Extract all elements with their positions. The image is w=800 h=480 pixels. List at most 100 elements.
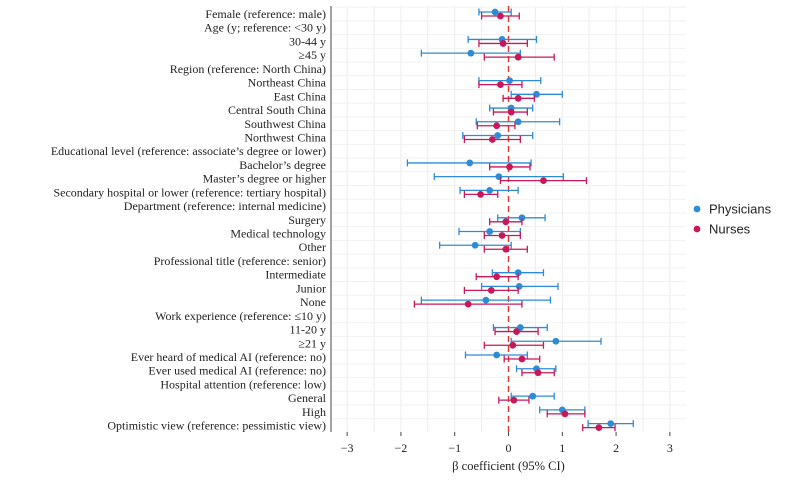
nurses-estimate-row	[494, 328, 539, 336]
nurses-point-estimate	[499, 40, 507, 47]
nurses-estimate-row	[480, 12, 520, 20]
physicians-point-estimate	[471, 241, 479, 249]
nurses-point-estimate	[561, 410, 569, 418]
physicians-point-estimate	[493, 351, 501, 359]
x-tick-label: −3	[341, 441, 354, 455]
row-header-label: Educational level (reference: associate’…	[51, 144, 326, 158]
legend: Physicians Nurses	[693, 202, 772, 237]
row-label: Southwest China	[244, 117, 326, 131]
nurses-point-estimate	[514, 53, 522, 61]
row-label: 11-20 y	[289, 323, 326, 337]
nurses-point-estimate	[493, 122, 501, 130]
row-labels: Female (reference: male)Age (y; referenc…	[51, 7, 327, 433]
row-header-label: Department (reference: internal medicine…	[124, 199, 326, 213]
row-label: Medical technology	[230, 227, 326, 241]
nurses-point-estimate	[507, 108, 515, 116]
nurses-estimate-row	[475, 273, 519, 281]
x-tick-label: 2	[613, 441, 619, 455]
row-label: None	[300, 295, 326, 309]
physicians-point-estimate	[482, 296, 490, 304]
physicians-point-estimate	[607, 420, 615, 427]
physicians-estimate-row	[478, 8, 512, 16]
row-label: General	[288, 391, 327, 405]
legend-label-0: Physicians	[709, 202, 772, 217]
x-axis: −3 −2 −1 0 1 2 3	[330, 6, 673, 455]
nurses-point-estimate	[514, 94, 522, 102]
row-label: 30-44 y	[289, 34, 326, 48]
row-label: ≥21 y	[298, 336, 326, 350]
legend-label-1: Nurses	[709, 222, 751, 237]
nurses-point-estimate	[502, 218, 510, 226]
row-header-label: Region (reference: North China)	[170, 62, 326, 76]
physicians-estimate-row	[439, 241, 512, 249]
nurses-estimate-row	[546, 410, 586, 418]
nurses-point-estimate	[518, 355, 526, 363]
nurses-point-estimate	[509, 341, 517, 349]
physicians-estimate-row	[464, 351, 528, 359]
row-label: Northeast China	[248, 76, 327, 90]
nurses-point-estimate	[513, 328, 520, 335]
nurses-estimate-row	[489, 218, 523, 226]
x-tick-label: 3	[667, 441, 673, 455]
row-label: Optimistic view (reference: pessimistic …	[107, 419, 326, 433]
physicians-point-estimate	[506, 77, 513, 84]
physicians-point-estimate	[495, 173, 503, 181]
row-label: Central South China	[228, 103, 327, 117]
physicians-estimate-row	[459, 186, 519, 194]
nurses-estimate-row	[502, 94, 535, 102]
nurses-point-estimate	[497, 81, 504, 88]
nurses-point-estimate	[595, 424, 603, 431]
nurses-estimate-row	[476, 122, 516, 130]
x-tick-label: 0	[506, 441, 512, 455]
physicians-estimate-row	[433, 173, 565, 181]
physicians-estimate-row	[420, 296, 552, 304]
physicians-estimate-row	[478, 77, 542, 85]
nurses-estimate-row	[463, 135, 521, 143]
row-label: High	[302, 405, 326, 419]
physicians-estimate-row	[406, 159, 532, 167]
nurses-estimate-row	[483, 53, 555, 61]
nurses-point-estimate	[477, 190, 484, 198]
physicians-point-estimate	[467, 49, 475, 57]
row-label: Secondary hospital or lower (reference: …	[53, 185, 326, 199]
row-label: East China	[274, 89, 327, 103]
row-label: Master’s degree or higher	[203, 172, 326, 186]
physicians-point-estimate	[486, 228, 494, 235]
physicians-point-estimate	[515, 283, 523, 290]
nurses-point-estimate	[510, 396, 518, 404]
nurses-estimate-row	[463, 190, 499, 198]
physicians-estimate-row	[510, 337, 602, 345]
nurses-point-estimate	[506, 163, 513, 171]
nurses-estimate-row	[503, 355, 541, 363]
nurses-estimate-row	[521, 369, 555, 377]
physicians-point-estimate	[514, 269, 522, 277]
physicians-estimate-row	[462, 131, 534, 139]
row-label: Intermediate	[265, 268, 326, 282]
physicians-estimate-row	[458, 228, 521, 236]
physicians-point-estimate	[529, 392, 537, 400]
physicians-point-estimate	[491, 8, 499, 16]
physicians-estimate-row	[510, 90, 563, 98]
row-label: Northwest China	[244, 130, 326, 144]
row-label: Surgery	[288, 213, 326, 227]
row-label: ≥45 y	[298, 48, 326, 62]
physicians-estimate-row	[510, 392, 555, 400]
nurses-estimate-row	[489, 163, 531, 171]
x-tick-label: 1	[559, 441, 565, 455]
physicians-estimate-row	[587, 420, 634, 428]
nurses-estimate-row	[483, 341, 545, 349]
nurses-estimate-row	[483, 245, 528, 253]
nurses-estimate-row	[499, 177, 588, 185]
physicians-estimate-row	[497, 214, 546, 222]
nurses-estimate-row	[478, 39, 528, 47]
nurses-point-estimate	[497, 12, 504, 20]
nurses-point-estimate	[498, 232, 506, 239]
legend-marker-0	[693, 205, 701, 213]
row-header-label: Professional title (reference: senior)	[154, 254, 326, 268]
nurses-point-estimate	[487, 287, 495, 294]
physicians-point-estimate	[514, 118, 522, 126]
row-label: Other	[299, 240, 326, 254]
nurses-point-estimate	[502, 245, 510, 253]
physicians-estimate-row	[539, 406, 586, 414]
